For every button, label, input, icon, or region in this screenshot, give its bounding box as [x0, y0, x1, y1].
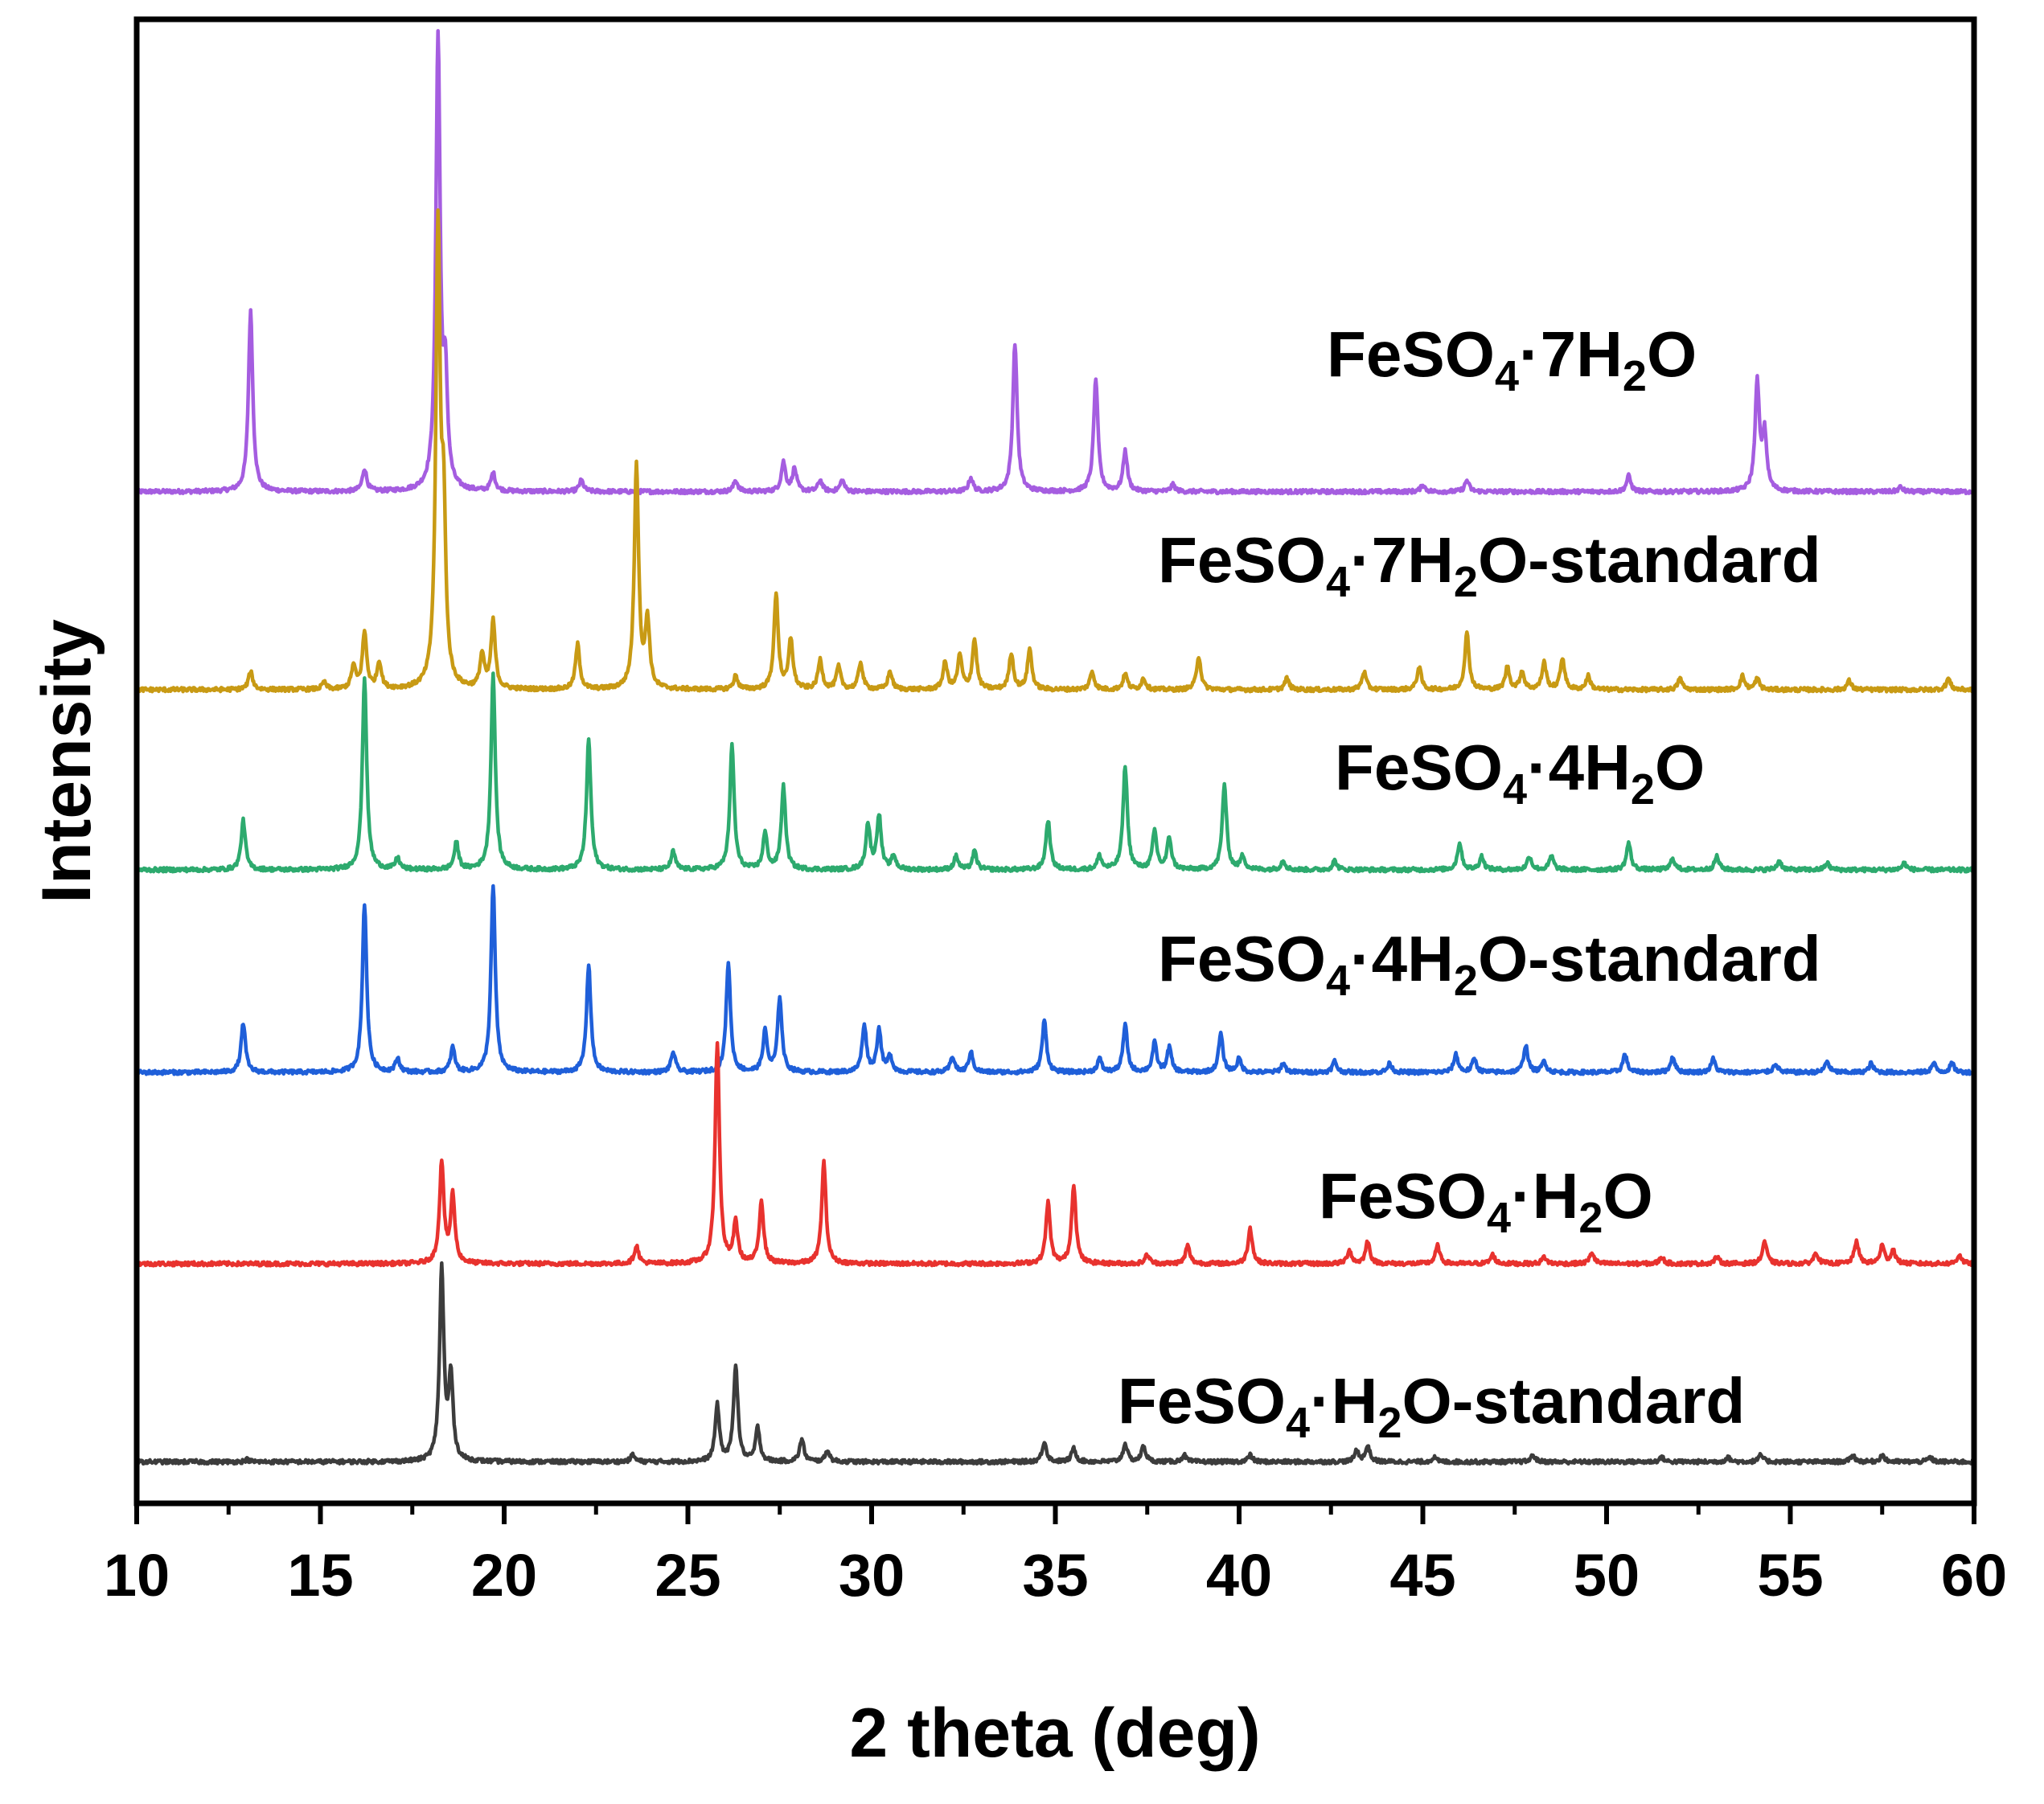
x-tick-label-30: 30	[839, 1542, 905, 1609]
series-label-5: FeSO4·H2O	[1319, 1160, 1653, 1242]
x-tick-label-35: 35	[1022, 1542, 1088, 1609]
x-axis-title: 2 theta (deg)	[849, 1695, 1260, 1772]
y-axis-title: Intensity	[28, 619, 105, 904]
series-line-5	[134, 1041, 1976, 1268]
x-tick-label-25: 25	[655, 1542, 720, 1609]
x-tick-label-40: 40	[1206, 1542, 1272, 1609]
series-labels: FeSO4·7H2O FeSO4·7H2O-standard FeSO4·4H2O F…	[1118, 318, 1821, 1447]
series-line-6	[134, 1261, 1976, 1466]
series-layer	[134, 29, 1976, 1466]
x-tick-label-15: 15	[287, 1542, 353, 1609]
series-label-1: FeSO4·7H2O	[1327, 318, 1697, 400]
series-label-4: FeSO4·4H2O-standard	[1158, 923, 1821, 1005]
x-tick-label-55: 55	[1757, 1542, 1823, 1609]
x-tick-label-50: 50	[1574, 1542, 1640, 1609]
x-axis: 10 15 20 25 30 35 40 45 50 55 60	[104, 1503, 2007, 1609]
x-tick-label-60: 60	[1941, 1542, 2007, 1609]
x-tick-label-10: 10	[104, 1542, 170, 1609]
x-tick-label-20: 20	[471, 1542, 537, 1609]
x-tick-label-45: 45	[1389, 1542, 1455, 1609]
series-label-6: FeSO4·H2O-standard	[1118, 1365, 1745, 1447]
series-line-3	[134, 671, 1976, 874]
series-line-1	[134, 29, 1976, 496]
series-line-2	[135, 208, 1976, 694]
series-label-3: FeSO4·4H2O	[1335, 732, 1705, 814]
series-line-4	[135, 884, 1976, 1076]
series-label-2: FeSO4·7H2O-standard	[1158, 524, 1821, 606]
